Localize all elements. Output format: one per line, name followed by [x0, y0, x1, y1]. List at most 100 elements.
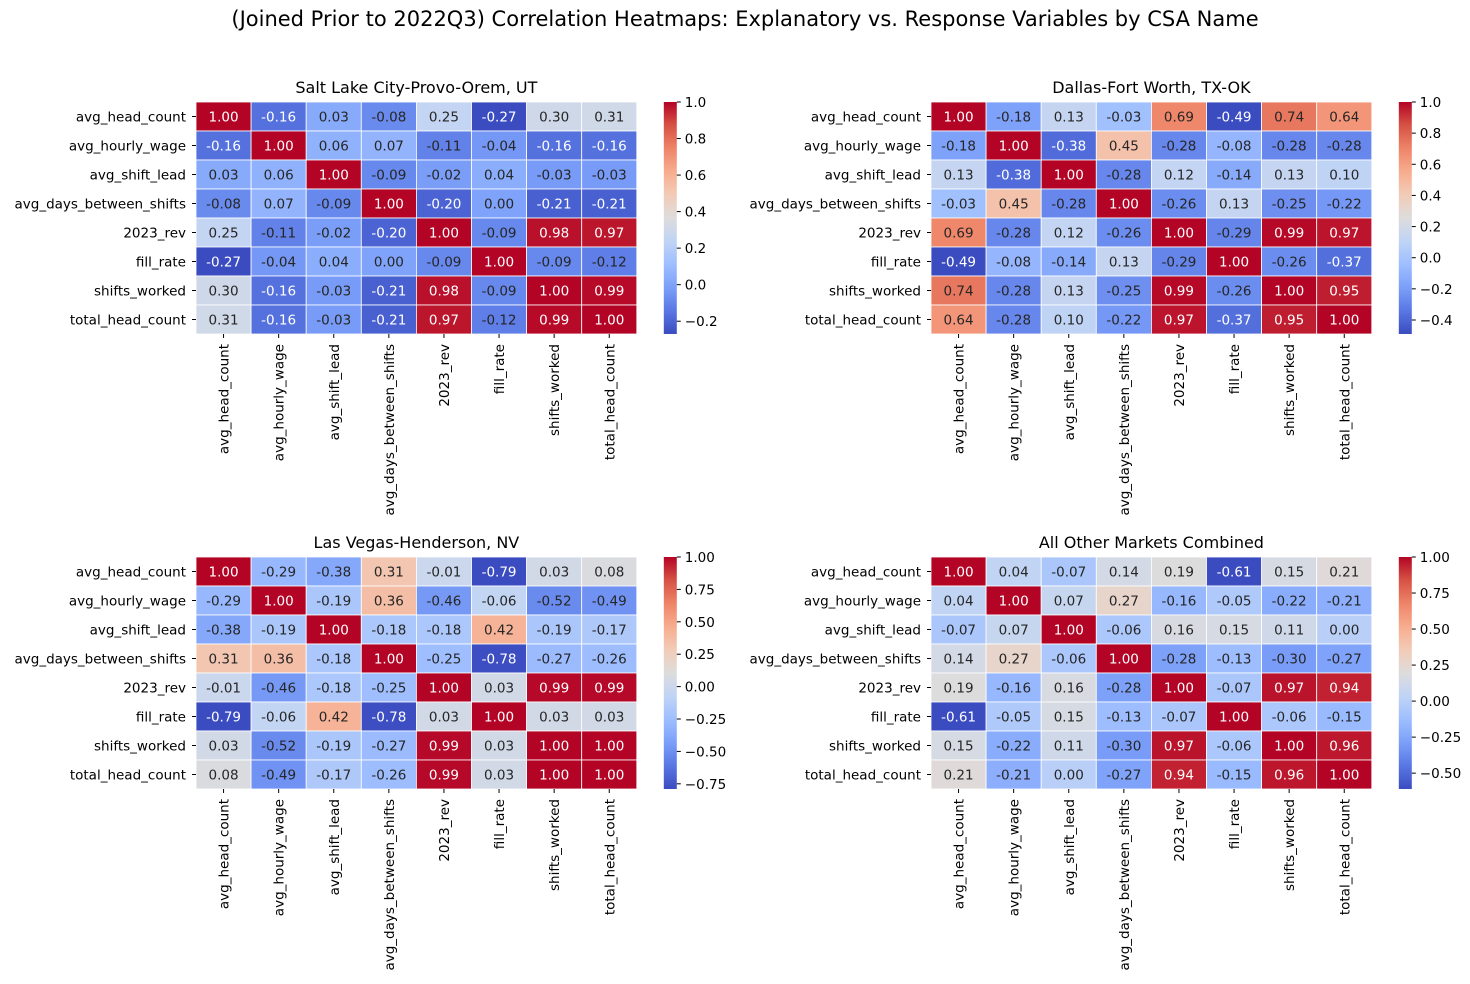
- colorbar-tick-label: 1.00: [685, 550, 715, 566]
- colorbar-tick-label: 1.00: [1420, 550, 1450, 566]
- heatmap-cell: [471, 672, 527, 703]
- cell-annotation: -0.16: [996, 681, 1031, 697]
- heatmap-cell: [305, 304, 362, 335]
- cell-annotation: 0.99: [429, 739, 459, 755]
- heatmap-cell: [1316, 730, 1373, 761]
- heatmap-cell: [360, 701, 417, 732]
- heatmap-cell: [581, 275, 638, 306]
- x-tick-label: avg_head_count: [952, 344, 968, 454]
- cell-annotation: 0.13: [1274, 168, 1304, 184]
- cell-annotation: -0.49: [941, 255, 976, 271]
- heatmap-cell: [581, 101, 638, 132]
- heatmap-cell: [1151, 275, 1207, 306]
- cell-annotation: -0.26: [1217, 284, 1252, 300]
- colorbar: [1398, 102, 1412, 334]
- cell-annotation: 0.36: [374, 594, 404, 610]
- cell-annotation: 0.98: [539, 226, 569, 242]
- y-tick-label: total_head_count: [70, 768, 186, 784]
- heatmap-cell: [250, 701, 307, 732]
- cell-annotation: -0.01: [426, 565, 461, 581]
- cell-annotation: 0.21: [1329, 565, 1359, 581]
- heatmap-cell: [1095, 304, 1152, 335]
- heatmap-cell: [1261, 275, 1318, 306]
- cell-annotation: 1.00: [374, 652, 404, 668]
- cell-annotation: 0.08: [594, 565, 624, 581]
- heatmap-cell: [1316, 585, 1373, 616]
- heatmap-cell: [1095, 672, 1152, 703]
- cell-annotation: 0.69: [1164, 110, 1194, 126]
- heatmap-cell: [305, 556, 362, 587]
- cell-annotation: 0.19: [1164, 565, 1194, 581]
- heatmap-cell: [985, 759, 1042, 790]
- cell-annotation: 1.00: [539, 284, 569, 300]
- heatmap-title: Salt Lake City-Provo-Orem, UT: [295, 78, 537, 97]
- cell-annotation: -0.06: [1051, 652, 1086, 668]
- cell-annotation: 0.94: [1329, 681, 1359, 697]
- heatmap-cell: [360, 130, 417, 161]
- y-tick-label: avg_days_between_shifts: [14, 652, 186, 668]
- cell-annotation: -0.18: [316, 681, 351, 697]
- x-tick-label: shifts_worked: [547, 799, 563, 891]
- colorbar-tick-label: −0.2: [1420, 282, 1453, 298]
- cell-annotation: -0.19: [316, 594, 351, 610]
- cell-annotation: -0.16: [261, 284, 296, 300]
- cell-annotation: -0.52: [537, 594, 572, 610]
- cell-annotation: -0.19: [316, 739, 351, 755]
- cell-annotation: -0.07: [941, 623, 976, 639]
- heatmap-cell: [250, 101, 307, 132]
- colorbar-tick-label: 0.2: [685, 241, 706, 257]
- heatmap-cell: [360, 188, 417, 219]
- y-tick-label: shifts_worked: [829, 284, 921, 300]
- cell-annotation: 0.12: [1054, 226, 1084, 242]
- heatmap-cell: [1261, 188, 1318, 219]
- x-tick-label: avg_hourly_wage: [272, 344, 288, 461]
- cell-annotation: 0.03: [209, 739, 239, 755]
- cell-annotation: 0.97: [1274, 681, 1304, 697]
- y-tick-label: 2023_rev: [123, 226, 186, 242]
- heatmap-cell: [1040, 759, 1097, 790]
- colorbar-tick-label: −0.50: [1420, 766, 1461, 782]
- cell-annotation: 1.00: [319, 168, 349, 184]
- cell-annotation: 0.99: [1164, 284, 1194, 300]
- cell-annotation: 0.15: [1219, 623, 1249, 639]
- cell-annotation: 1.00: [944, 110, 974, 126]
- cell-annotation: 0.95: [1329, 284, 1359, 300]
- heatmap-cell: [985, 159, 1042, 190]
- heatmap-cell: [1095, 217, 1152, 248]
- cell-annotation: 0.03: [484, 768, 514, 784]
- cell-annotation: 0.27: [1109, 594, 1139, 610]
- heatmap-cell: [985, 585, 1042, 616]
- colorbar-tick-label: 0.2: [1420, 220, 1441, 236]
- heatmap-cell: [415, 188, 472, 219]
- cell-annotation: -0.16: [537, 139, 572, 155]
- heatmap-cell: [1206, 730, 1262, 761]
- cell-annotation: -0.18: [371, 623, 406, 639]
- cell-annotation: -0.61: [1217, 565, 1252, 581]
- heatmap-cell: [1316, 759, 1373, 790]
- cell-annotation: -0.02: [316, 226, 351, 242]
- cell-annotation: 0.04: [999, 565, 1029, 581]
- heatmap-cell: [985, 614, 1042, 645]
- cell-annotation: -0.11: [261, 226, 296, 242]
- heatmap-cell: [471, 246, 527, 277]
- cell-annotation: 0.13: [1054, 284, 1084, 300]
- cell-annotation: -0.12: [482, 313, 517, 329]
- heatmap-cell: [1206, 130, 1262, 161]
- cell-annotation: 0.16: [1054, 681, 1084, 697]
- cell-annotation: -0.09: [482, 226, 517, 242]
- cell-annotation: 0.16: [1164, 623, 1194, 639]
- cell-annotation: 0.15: [1274, 565, 1304, 581]
- heatmap-title: Las Vegas-Henderson, NV: [314, 533, 520, 552]
- cell-annotation: -0.22: [1327, 197, 1362, 213]
- heatmap-cell: [526, 759, 583, 790]
- heatmap-cell: [305, 101, 362, 132]
- cell-annotation: -0.78: [371, 710, 406, 726]
- cell-annotation: 0.42: [484, 623, 514, 639]
- cell-annotation: -0.04: [482, 139, 517, 155]
- heatmap-cell: [1151, 672, 1207, 703]
- cell-annotation: -0.17: [592, 623, 627, 639]
- cell-annotation: -0.13: [1217, 652, 1252, 668]
- panel-salt-lake-city: Salt Lake City-Provo-Orem, UT 1.00 -0.16 0.…: [14, 78, 717, 516]
- heatmap-cell: [1040, 188, 1097, 219]
- y-tick-label: avg_hourly_wage: [804, 139, 921, 155]
